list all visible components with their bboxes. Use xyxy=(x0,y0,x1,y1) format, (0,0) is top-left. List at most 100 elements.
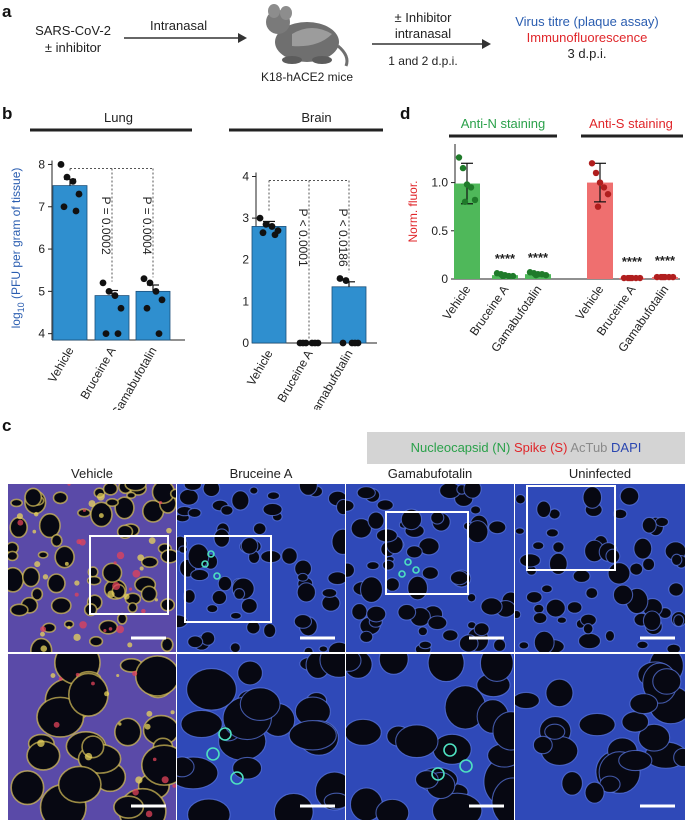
data-point xyxy=(471,196,479,204)
alveolus xyxy=(321,588,338,598)
alveolus xyxy=(612,584,634,606)
alveolus xyxy=(187,635,204,649)
alveolus xyxy=(376,499,394,511)
alveolus xyxy=(116,612,128,625)
alveolus xyxy=(281,547,298,565)
stain-signal xyxy=(91,681,95,686)
alveolus xyxy=(629,693,659,715)
alveolus xyxy=(572,569,591,584)
alveolus xyxy=(619,486,640,506)
panel-label-d: d xyxy=(400,104,411,123)
alveolus xyxy=(38,513,61,539)
chart-title: Brain xyxy=(301,110,331,125)
stain-signal xyxy=(116,625,124,634)
stain-signal xyxy=(144,723,151,730)
data-point xyxy=(63,173,71,181)
col-title-bruceine: Bruceine A xyxy=(229,466,293,481)
alveolus xyxy=(328,641,345,652)
alveolus xyxy=(296,572,309,582)
stain-signal xyxy=(37,739,45,747)
stain-signal xyxy=(127,642,133,648)
nucleocapsid-signal xyxy=(218,727,232,741)
significance-stars: **** xyxy=(655,253,676,268)
alveolus xyxy=(405,545,423,559)
inhibitor-days: 1 and 2 d.p.i. xyxy=(388,54,458,68)
y-axis-label: log10 (PFU per gram of tissue) xyxy=(9,168,26,329)
alveolus xyxy=(186,668,237,711)
stain-signal xyxy=(64,561,69,566)
stain-signal xyxy=(40,631,45,637)
alveolus xyxy=(359,576,384,603)
staining-legend: Nucleocapsid (N) Spike (S) AcTub DAPI xyxy=(367,432,685,464)
group-label-anti-n: Anti-N staining xyxy=(461,116,546,131)
data-point xyxy=(152,287,160,295)
alveolus xyxy=(544,723,566,740)
alveolus xyxy=(22,566,41,588)
alveolus xyxy=(134,655,176,697)
micrograph-bruceine-overview xyxy=(177,484,345,652)
data-point xyxy=(636,274,644,282)
stain-signal xyxy=(74,580,80,586)
data-point xyxy=(72,207,80,215)
alveolus xyxy=(180,709,223,739)
virus-label: SARS-CoV-2 ± inhibitor xyxy=(35,23,111,55)
chart-title: Lung xyxy=(104,110,133,125)
stain-signal xyxy=(104,691,110,697)
alveolus xyxy=(160,637,174,652)
alveolus xyxy=(182,589,196,604)
alveolus xyxy=(126,491,137,500)
alveolus xyxy=(183,484,202,491)
lung-titre-chart: Lung 4 5 6 7 8 log10 (PFU per gram of tissue) V… xyxy=(9,110,192,410)
data-point xyxy=(75,190,83,198)
alveolus xyxy=(318,645,329,652)
y-tick-label: 6 xyxy=(38,242,45,256)
alveolus xyxy=(98,619,119,635)
data-point xyxy=(532,271,540,279)
bar xyxy=(331,286,367,344)
tissue-image xyxy=(177,484,345,652)
alveolus xyxy=(288,720,337,751)
data-point xyxy=(594,203,602,210)
alveolus xyxy=(81,735,105,759)
alveolus xyxy=(229,611,242,620)
stain-signal xyxy=(148,537,156,544)
stain-signal xyxy=(67,484,71,486)
alveolus xyxy=(346,718,382,746)
alveolus xyxy=(421,566,439,580)
micrograph-vehicle-zoom xyxy=(8,654,176,820)
alveolus xyxy=(652,668,682,695)
x-tick-label: Vehicle xyxy=(573,282,607,322)
alveolus xyxy=(206,604,219,614)
data-point xyxy=(271,231,279,239)
alveolus xyxy=(637,723,671,752)
alveolus xyxy=(231,490,250,511)
alveolus xyxy=(233,588,246,600)
alveolus xyxy=(545,528,559,538)
alveolus xyxy=(556,616,567,624)
stain-signal xyxy=(116,551,125,560)
data-point xyxy=(600,184,608,191)
bar xyxy=(251,226,287,344)
alveolus xyxy=(605,548,621,564)
data-point xyxy=(467,184,475,191)
tissue-image xyxy=(346,484,514,652)
data-point xyxy=(499,272,507,280)
micrograph-uninf-zoom xyxy=(515,654,685,820)
zoom-region-box xyxy=(184,535,272,623)
alveolus xyxy=(356,486,376,500)
stain-signal xyxy=(170,710,175,715)
stain-signal xyxy=(154,598,159,602)
alveolus xyxy=(114,496,135,520)
alveolus xyxy=(668,582,684,597)
alveolus xyxy=(10,498,23,508)
alveolus xyxy=(331,528,345,556)
nucleocapsid-signal xyxy=(213,572,221,580)
alveolus xyxy=(381,559,395,571)
alveolus xyxy=(463,484,482,499)
data-point xyxy=(336,275,344,282)
data-point xyxy=(311,339,319,347)
alveolus xyxy=(584,781,605,804)
stain-signal xyxy=(141,608,146,614)
alveolus xyxy=(400,508,423,531)
data-point xyxy=(669,273,677,281)
